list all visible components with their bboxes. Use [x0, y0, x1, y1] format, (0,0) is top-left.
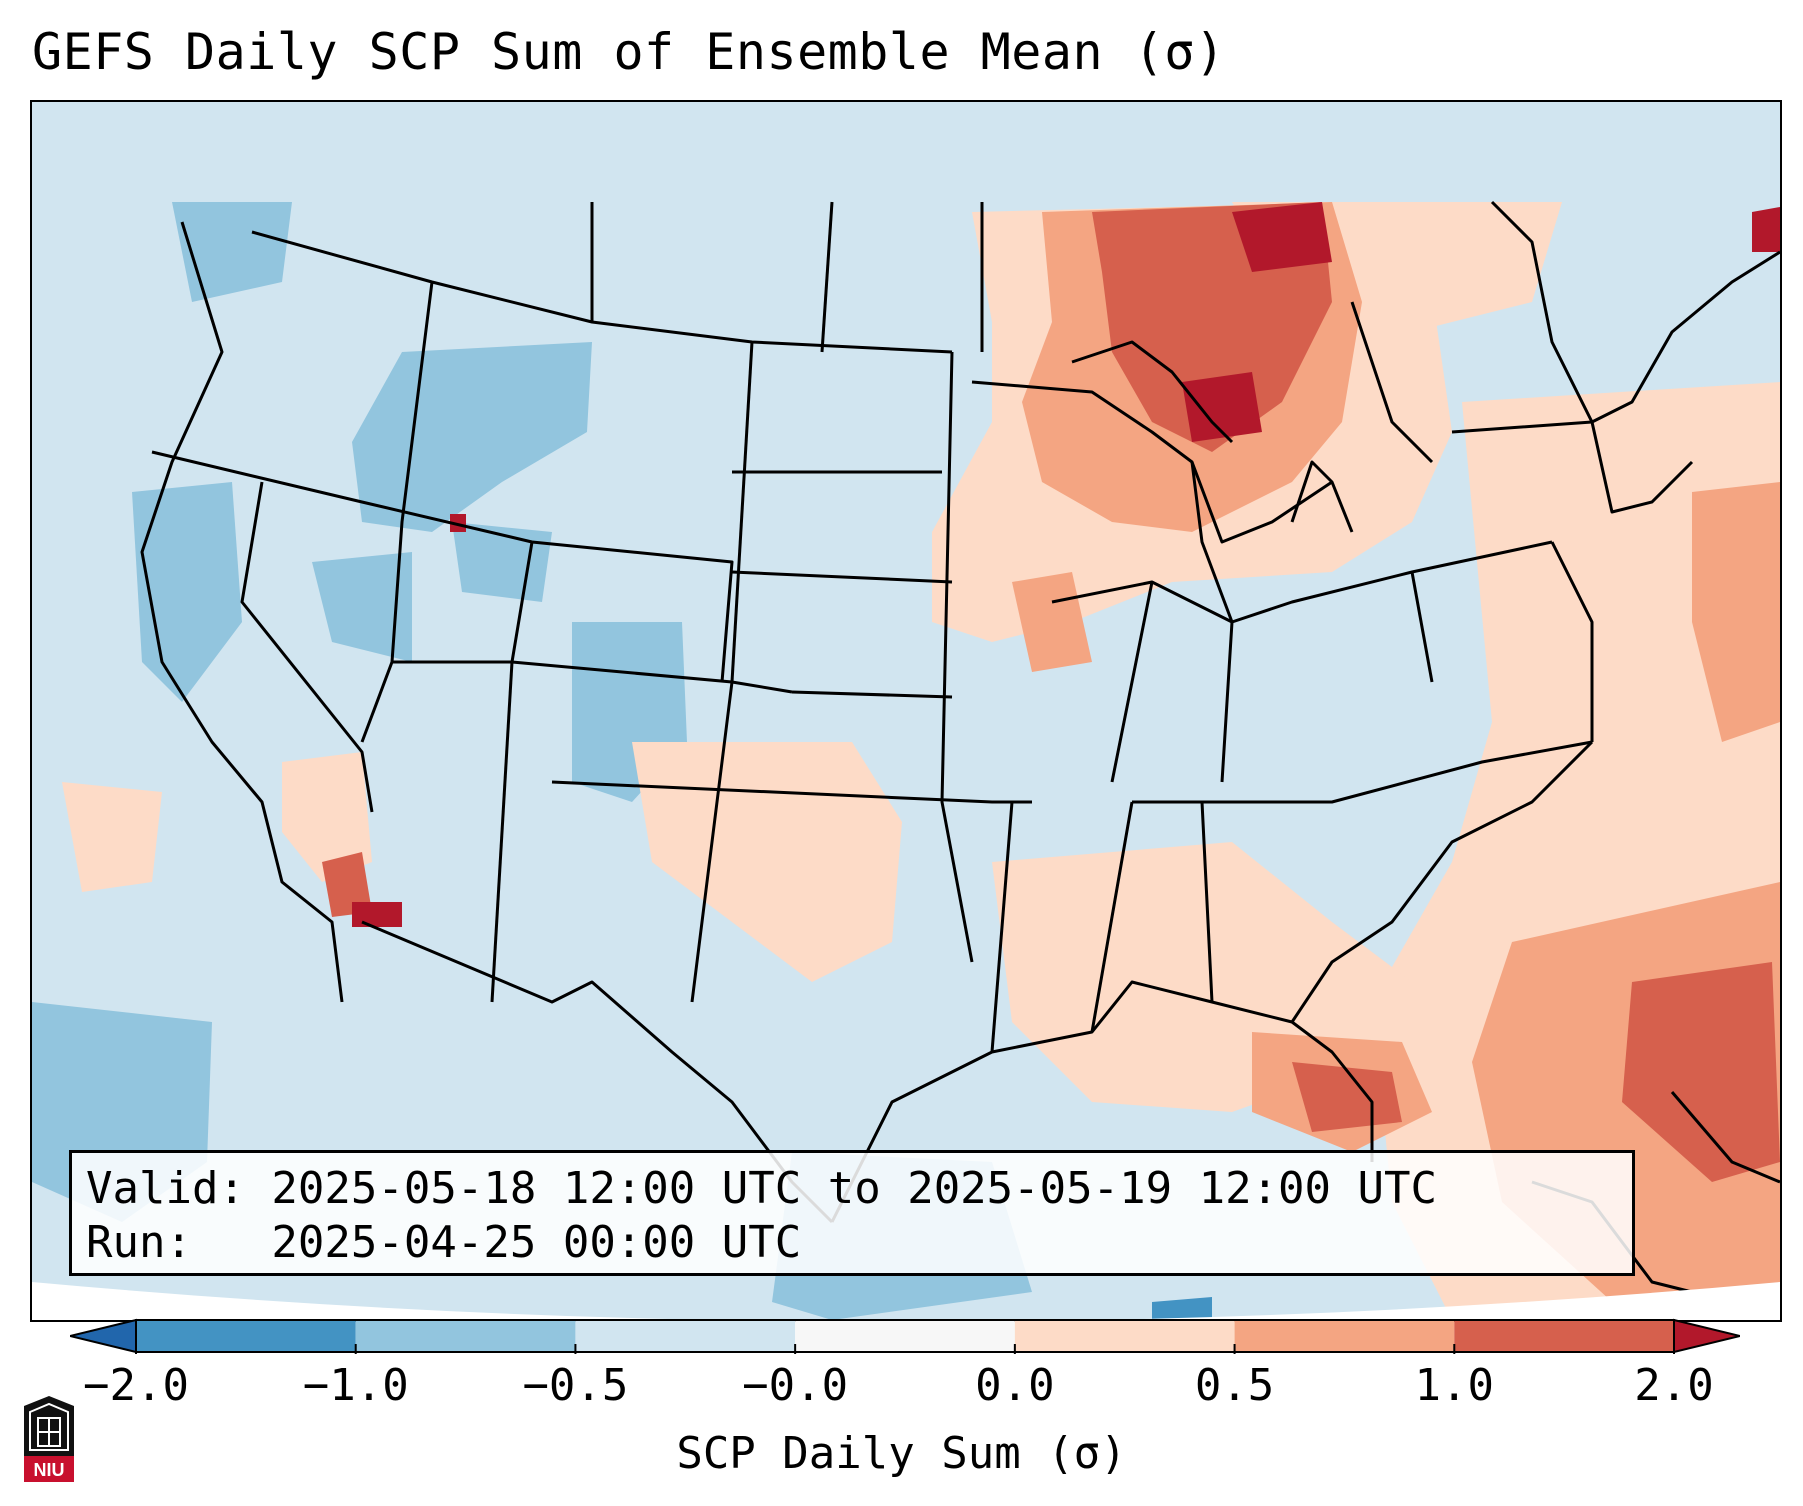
colorbar-bin: [1234, 1320, 1455, 1352]
colorbar-bin: [1014, 1320, 1235, 1352]
colorbar-tick-label: −0.5: [522, 1360, 629, 1411]
colorbar-bin: [1454, 1320, 1674, 1352]
colorbar: [69, 1318, 1741, 1358]
colorbar-tick-label: 2.0: [1634, 1360, 1714, 1411]
scp-map: [32, 102, 1780, 1320]
colorbar-tick-label: 1.0: [1414, 1360, 1495, 1411]
colorbar-tick-label: −1.0: [302, 1360, 409, 1411]
extreme-positive-areas: [352, 202, 1780, 927]
map-panel: Valid: 2025-05-18 12:00 UTC to 2025-05-1…: [30, 100, 1782, 1322]
colorbar-outline: [135, 1319, 1675, 1353]
niu-logo-icon: NIU: [24, 1396, 74, 1482]
colorbar-bar: [69, 1318, 1741, 1354]
colorbar-tick-label: −2.0: [83, 1360, 189, 1411]
valid-time-box: Valid: 2025-05-18 12:00 UTC to 2025-05-1…: [69, 1150, 1635, 1276]
page-title: GEFS Daily SCP Sum of Ensemble Mean (σ): [32, 23, 1226, 81]
colorbar-label: SCP Daily Sum (σ): [676, 1428, 1127, 1479]
colorbar-extend-high: [1673, 1318, 1741, 1354]
colorbar-tick-label: −0.0: [742, 1360, 849, 1411]
colorbar-bin: [575, 1320, 796, 1352]
colorbar-extend-low: [69, 1318, 137, 1354]
logo-text: NIU: [34, 1460, 65, 1480]
run-time-text: Run: 2025-04-25 00:00 UTC: [86, 1217, 802, 1268]
colorbar-tick-label: 0.0: [975, 1360, 1055, 1411]
colorbar-tick-label: 0.5: [1194, 1360, 1275, 1411]
colorbar-bin: [136, 1320, 356, 1352]
strong-negative-area: [1152, 1297, 1212, 1320]
valid-time-text: Valid: 2025-05-18 12:00 UTC to 2025-05-1…: [86, 1163, 1438, 1214]
state-boundaries: [140, 200, 1780, 1304]
colorbar-bin: [355, 1320, 576, 1352]
colorbar-bin: [795, 1320, 1015, 1352]
